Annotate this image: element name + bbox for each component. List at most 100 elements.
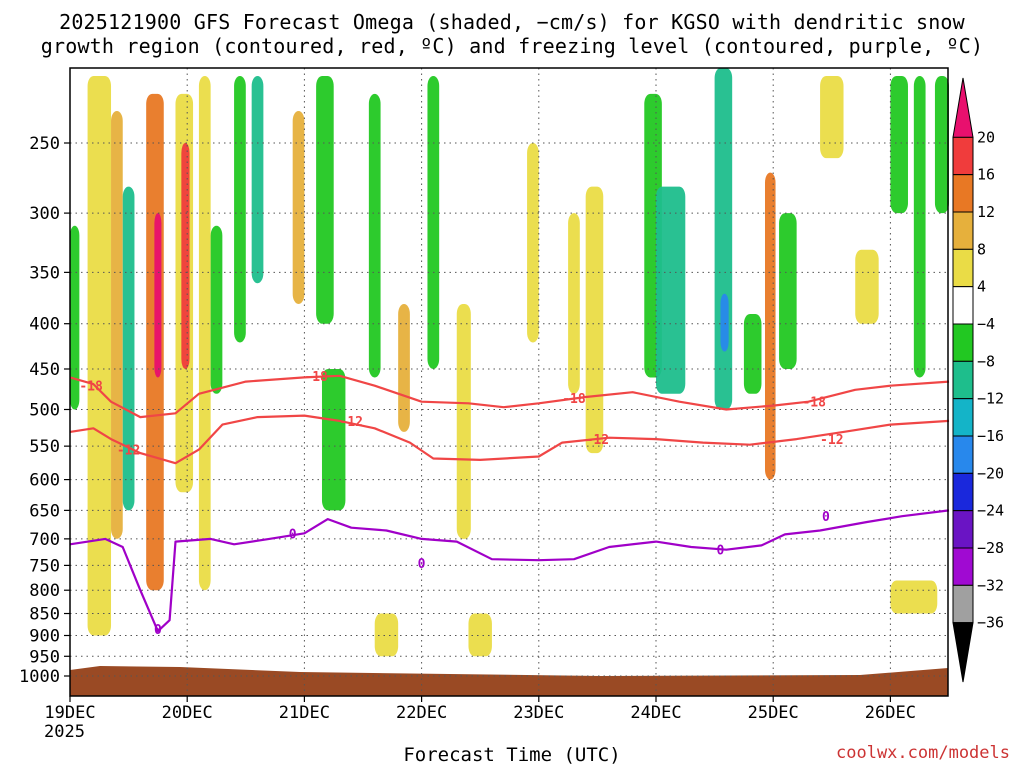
x-axis-ticks: 19DEC 20DEC 21DEC 22DEC 23DEC 24DEC 25DEC 26DEC <box>44 696 916 723</box>
colorbar-label: 4 <box>977 278 986 296</box>
colorbar-bin <box>952 435 974 474</box>
colorbar-bottom-arrow <box>952 622 974 683</box>
contour-label: -18 <box>79 380 103 395</box>
colorbar-bin <box>952 323 974 362</box>
credit-link[interactable]: coolwx.com/models <box>836 743 1010 763</box>
omega-patch <box>743 313 762 394</box>
colorbar-bin <box>952 510 974 549</box>
y-tick-label: 1000 <box>19 667 60 687</box>
colorbar-label: −24 <box>977 502 1004 520</box>
omega-patch <box>210 225 223 394</box>
omega-patch <box>568 213 580 394</box>
contour-line <box>69 374 950 419</box>
x-tick-label: 19DEC <box>44 703 95 723</box>
omega-patch <box>714 68 733 410</box>
omega-patch <box>855 249 879 324</box>
omega-patch <box>527 143 539 343</box>
y-tick-label: 950 <box>29 647 60 667</box>
surface-fill <box>70 666 948 696</box>
omega-patch <box>292 110 305 304</box>
colorbar-label: −20 <box>977 464 1004 482</box>
colorbar-label: −36 <box>977 614 1004 632</box>
omega-patch <box>321 368 346 511</box>
contour-label: -12 <box>340 415 363 430</box>
colorbar-bin <box>952 248 974 288</box>
colorbar-label: 20 <box>977 128 995 146</box>
y-tick-label: 900 <box>29 626 60 646</box>
temperature-contours <box>69 374 950 633</box>
omega-patch <box>87 75 112 636</box>
omega-patch <box>890 75 908 214</box>
contour-line <box>69 509 950 633</box>
colorbar-label: 8 <box>977 240 986 258</box>
omega-patch <box>398 303 410 432</box>
omega-patch <box>234 75 246 343</box>
contour-line <box>69 414 950 465</box>
omega-patch <box>427 75 440 369</box>
omega-patch <box>934 75 949 214</box>
x-tick-label: 21DEC <box>279 703 330 723</box>
y-tick-label: 750 <box>29 556 60 576</box>
omega-patch <box>890 580 938 614</box>
contour-label: -12 <box>117 444 140 459</box>
contour-labels: -18 -18 -18 -18 -12 -12 -12 -12 0 0 0 0 0 <box>79 370 843 638</box>
colorbar-label: −28 <box>977 539 1004 557</box>
y-tick-label: 450 <box>29 360 60 380</box>
y-tick-label: 350 <box>29 263 60 283</box>
y-tick-label: 500 <box>29 401 60 421</box>
omega-patch <box>456 303 471 539</box>
contour-label: -12 <box>586 433 609 448</box>
x-tick-label: 23DEC <box>513 703 564 723</box>
omega-patch <box>198 75 211 591</box>
colorbar-label: 12 <box>977 203 995 221</box>
y-tick-label: 600 <box>29 471 60 491</box>
colorbar-label: −32 <box>977 576 1004 594</box>
omega-patch <box>251 75 264 284</box>
contour-label: -12 <box>820 433 843 448</box>
omega-patch <box>820 75 844 159</box>
omega-patch <box>316 75 334 324</box>
y-tick-label: 550 <box>29 437 60 457</box>
colorbar-bin <box>952 584 974 624</box>
omega-patch <box>111 110 123 539</box>
colorbar-bin <box>952 547 974 586</box>
grid-lines <box>69 68 948 696</box>
y-tick-label: 850 <box>29 605 60 625</box>
x-tick-label: 25DEC <box>748 703 799 723</box>
chart-title-line-2: growth region (contoured, red, ºC) and f… <box>40 34 984 58</box>
omega-patch <box>468 613 492 657</box>
colorbar-bin <box>952 211 974 250</box>
omega-patch <box>154 213 162 378</box>
colorbar-bin <box>952 472 974 512</box>
colorbar-top-arrow <box>952 77 974 138</box>
omega-patch <box>368 93 381 378</box>
contour-label: -18 <box>562 392 586 407</box>
omega-patch <box>181 143 190 369</box>
contour-label: 0 <box>822 510 830 525</box>
omega-patch <box>585 186 604 454</box>
omega-shading <box>70 68 949 657</box>
plot-frame <box>69 67 949 697</box>
y-tick-label: 650 <box>29 501 60 521</box>
y-axis-ticks: 2503003504004505005506006507007508008509… <box>19 134 70 687</box>
colorbar-label: −12 <box>977 390 1004 408</box>
omega-patch <box>913 75 926 378</box>
y-tick-label: 400 <box>29 315 60 335</box>
colorbar-bin <box>952 174 974 213</box>
x-axis-label: Forecast Time (UTC) <box>403 744 621 766</box>
x-axis-year-label: 2025 <box>44 722 85 742</box>
omega-patch <box>70 225 80 410</box>
contour-label: 0 <box>154 623 162 638</box>
y-tick-label: 800 <box>29 581 60 601</box>
y-tick-label: 250 <box>29 134 60 154</box>
contour-label: -18 <box>304 370 328 385</box>
colorbar: 20 16 12 8 4 −4 −8 −12 −16 −20 −24 −28 −32 −36 <box>952 77 1004 683</box>
colorbar-label: −4 <box>977 315 995 333</box>
colorbar-label: 16 <box>977 166 995 184</box>
colorbar-label: −8 <box>977 352 995 370</box>
colorbar-bin <box>952 136 974 176</box>
chart-title-line-1: 2025121900 GFS Forecast Omega (shaded, −… <box>59 10 965 34</box>
omega-patch <box>764 172 776 480</box>
contour-label: 0 <box>717 544 725 559</box>
omega-patch <box>122 186 135 511</box>
